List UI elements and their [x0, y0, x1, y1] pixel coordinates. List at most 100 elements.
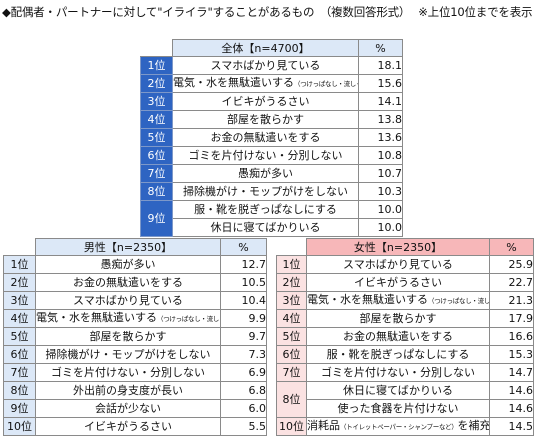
- value-cell: 10.8: [358, 146, 403, 165]
- rank-cell: 4位: [3, 309, 36, 328]
- value-cell: 9.9: [220, 309, 267, 328]
- value-cell: 14.6: [489, 399, 534, 418]
- item-label: 電気・水を無駄遣いする: [307, 293, 429, 306]
- label-cell: イビキがうるさい: [172, 92, 359, 111]
- chart-title: ◆配偶者・パートナーに対して"イライラ"することがあるもの （複数回答形式） ※上…: [2, 4, 533, 20]
- value-cell: 22.7: [489, 273, 534, 292]
- value-cell: 9.7: [220, 327, 267, 346]
- rank-cell: 1位: [276, 255, 307, 274]
- table-row: 9位 服・靴を脱ぎっぱなしにする 10.0: [140, 200, 403, 237]
- group-header: 男性【n=2350】: [35, 238, 221, 256]
- value-cell: 6.8: [220, 381, 267, 400]
- value-cell: 7.3: [220, 345, 267, 364]
- rank-cell: 4位: [276, 309, 307, 328]
- value-cell: 21.3: [489, 291, 534, 310]
- value-cell: 13.8: [358, 110, 403, 129]
- rank-cell: 6位: [276, 345, 307, 364]
- rank-cell: 1位: [140, 56, 173, 75]
- table-row: 2位 イビキがうるさい 22.7: [276, 273, 534, 292]
- label-cell: スマホばかり見ている: [172, 56, 359, 75]
- value-header: %: [220, 238, 267, 256]
- table-row: 5位 お金の無駄遣いをする 13.6: [140, 128, 403, 147]
- rank-cell: 10位: [3, 417, 36, 436]
- group-header: 女性【n=2350】: [306, 238, 490, 256]
- value-cell: 16.6: [489, 327, 534, 346]
- rank-cell: 9位: [140, 200, 173, 237]
- value-cell: 10.4: [220, 291, 267, 310]
- value-cell: 13.6: [358, 128, 403, 147]
- table-row: 使った食器を片付けない 14.6: [277, 399, 534, 418]
- item-label: 電気・水を無駄遣いする: [173, 76, 295, 89]
- value-cell: 25.9: [489, 255, 534, 274]
- value-cell: 15.3: [489, 345, 534, 364]
- value-cell: 15.6: [358, 74, 403, 93]
- item-label-note: （トイレットペーパー・シャンプーなど）: [340, 423, 458, 431]
- label-cell: 電気・水を無駄遣いする（つけっぱなし・流しっぱなし）: [35, 309, 221, 328]
- table-row: 9位 会話が少ない 6.0: [3, 399, 267, 418]
- label-cell: 休日に寝てばかりいる: [172, 218, 359, 237]
- rank-cell: 5位: [3, 327, 36, 346]
- value-cell: 17.9: [489, 309, 534, 328]
- item-label: お金の無駄遣いをする: [210, 131, 321, 144]
- item-label: ゴミを片付けない・分別しない: [51, 366, 205, 379]
- value-cell: 6.9: [220, 363, 267, 382]
- table-male: 男性【n=2350】 % 1位 愚痴が多い 12.7 2位 お金の無駄遣いをする 10.5…: [3, 238, 267, 436]
- table-row: 6位 服・靴を脱ぎっぱなしにする 15.3: [276, 345, 534, 364]
- rank-cell: 3位: [3, 291, 36, 310]
- rank-cell: 8位: [276, 381, 307, 418]
- table-total: 全体【n=4700】 % 1位 スマホばかり見ている 18.1 2位 電気・水を無駄遣い…: [140, 39, 403, 237]
- rank-cell: 5位: [276, 327, 307, 346]
- label-cell: ゴミを片付けない・分別しない: [306, 363, 490, 382]
- rank-cell: 2位: [3, 273, 36, 292]
- label-cell: 消耗品（トイレットペーパー・シャンプーなど）を補充しない: [306, 417, 490, 436]
- label-cell: スマホばかり見ている: [35, 291, 221, 310]
- rank-cell: 2位: [140, 74, 173, 93]
- value-cell: 5.5: [220, 417, 267, 436]
- item-label: 掃除機がけ・モップがけをしない: [183, 185, 348, 198]
- rank-cell: 8位: [3, 381, 36, 400]
- rank-cell: 3位: [140, 92, 173, 111]
- value-cell: 14.5: [489, 417, 534, 436]
- item-label-note: （つけっぱなし・流しっぱなし）: [157, 315, 220, 323]
- value-cell: 10.7: [358, 164, 403, 183]
- item-label: 電気・水を無駄遣いする: [36, 311, 158, 324]
- value-cell: 10.0: [358, 218, 403, 237]
- label-cell: ゴミを片付けない・分別しない: [35, 363, 221, 382]
- table-row: 2位 お金の無駄遣いをする 10.5: [3, 273, 267, 292]
- label-cell: 愚痴が多い: [35, 255, 221, 274]
- table-row: 4位 部屋を散らかす 13.8: [140, 110, 403, 129]
- rank-cell: 9位: [3, 399, 36, 418]
- label-cell: お金の無駄遣いをする: [172, 128, 359, 147]
- value-cell: 12.7: [220, 255, 267, 274]
- rank-cell: 2位: [276, 273, 307, 292]
- rank-cell: 4位: [140, 110, 173, 129]
- rank-cell: 6位: [140, 146, 173, 165]
- value-header: %: [358, 39, 403, 57]
- rank-cell: 7位: [140, 164, 173, 183]
- table-row: 8位 掃除機がけ・モップがけをしない 10.3: [140, 182, 403, 201]
- table-row: 3位 イビキがうるさい 14.1: [140, 92, 403, 111]
- table-row: 7位 ゴミを片付けない・分別しない 6.9: [3, 363, 267, 382]
- item-label: 愚痴が多い: [238, 167, 293, 180]
- label-cell: ゴミを片付けない・分別しない: [172, 146, 359, 165]
- item-label: イビキがうるさい: [354, 276, 442, 289]
- item-label: 服・靴を脱ぎっぱなしにする: [194, 203, 337, 216]
- table-row: 8位 外出前の身支度が長い 6.8: [3, 381, 267, 400]
- label-cell: 使った食器を片付けない: [306, 399, 490, 418]
- item-label: イビキがうるさい: [221, 95, 310, 108]
- rank-cell: 7位: [276, 363, 307, 382]
- table-row: 10位 イビキがうるさい 5.5: [3, 417, 267, 436]
- value-header: %: [489, 238, 534, 256]
- label-cell: 部屋を散らかす: [35, 327, 221, 346]
- value-cell: 10.0: [358, 200, 403, 219]
- item-label: 服・靴を脱ぎっぱなしにする: [326, 348, 470, 361]
- table-row: 6位 ゴミを片付けない・分別しない 10.8: [140, 146, 403, 165]
- table-row: 5位 お金の無駄遣いをする 16.6: [276, 327, 534, 346]
- label-cell: 会話が少ない: [35, 399, 221, 418]
- label-cell: 外出前の身支度が長い: [35, 381, 221, 400]
- table-row: 休日に寝てばかりいる 10.0: [141, 218, 403, 237]
- rank-cell: 7位: [3, 363, 36, 382]
- group-header: 全体【n=4700】: [172, 39, 359, 57]
